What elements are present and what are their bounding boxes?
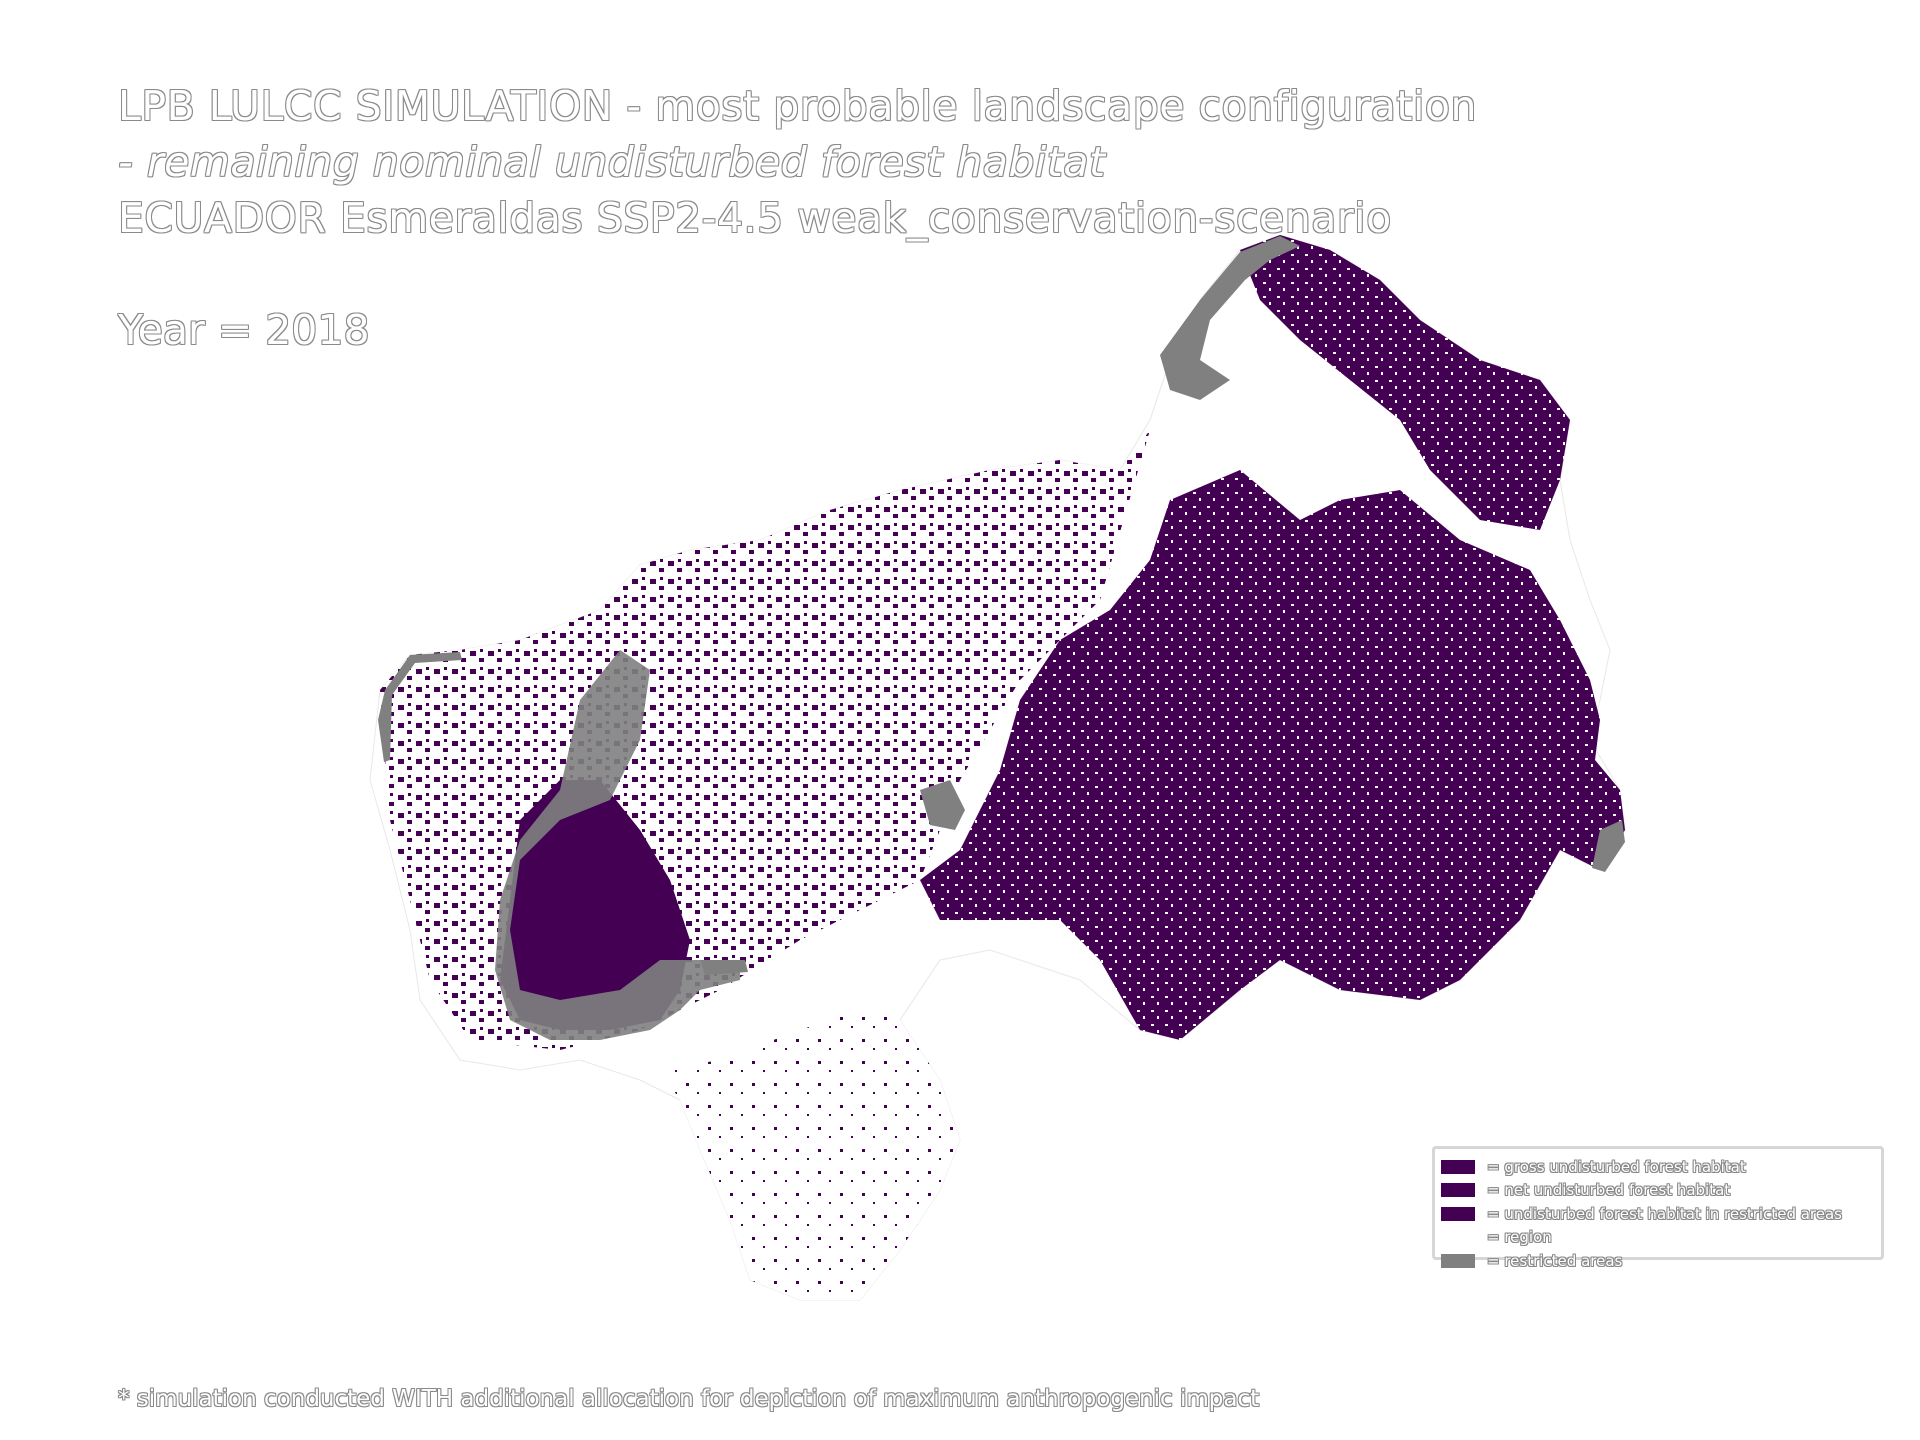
restricted-southwest [700, 960, 748, 975]
legend-label: = net undisturbed forest habitat [1487, 1181, 1731, 1200]
legend-item-net-forest: = net undisturbed forest habitat [1441, 1179, 1877, 1203]
legend-label: = restricted areas [1487, 1251, 1623, 1270]
title-line-3: ECUADOR Esmeraldas SSP2-4.5 weak_conserv… [118, 194, 1392, 242]
legend-swatch [1441, 1159, 1475, 1174]
title-line-2: - remaining nominal undisturbed forest h… [118, 138, 1106, 186]
legend-label: = region [1487, 1228, 1552, 1247]
forest-dense-northeast [1240, 235, 1570, 530]
legend-item-region: = region [1441, 1226, 1877, 1250]
legend-item-restricted-forest: = undisturbed forest habitat in restrict… [1441, 1202, 1877, 1226]
year-label: Year = 2018 [118, 306, 370, 354]
legend-swatch [1441, 1206, 1475, 1221]
legend-item-restricted-areas: = restricted areas [1441, 1249, 1877, 1273]
title-line-1: LPB LULCC SIMULATION - most probable lan… [118, 82, 1477, 130]
footnote: * simulation conducted WITH additional a… [118, 1386, 1260, 1412]
legend-swatch [1441, 1253, 1475, 1268]
legend-item-gross-forest: = gross undisturbed forest habitat [1441, 1155, 1877, 1179]
forest-patches-south [660, 1010, 960, 1300]
restricted-coast-west [378, 652, 462, 762]
restricted-central [920, 780, 965, 830]
legend: = gross undisturbed forest habitat = net… [1432, 1146, 1884, 1270]
forest-dense-west [500, 780, 690, 1030]
restricted-coast-east [1592, 820, 1625, 872]
legend-swatch [1441, 1230, 1475, 1245]
restricted-west [495, 650, 740, 1040]
legend-swatch [1441, 1183, 1475, 1198]
restricted-north [1160, 236, 1300, 400]
legend-label: = undisturbed forest habitat in restrict… [1487, 1204, 1842, 1223]
forest-dense-east [920, 470, 1625, 1040]
title-block: LPB LULCC SIMULATION - most probable lan… [118, 78, 1678, 246]
legend-label: = gross undisturbed forest habitat [1487, 1157, 1746, 1176]
